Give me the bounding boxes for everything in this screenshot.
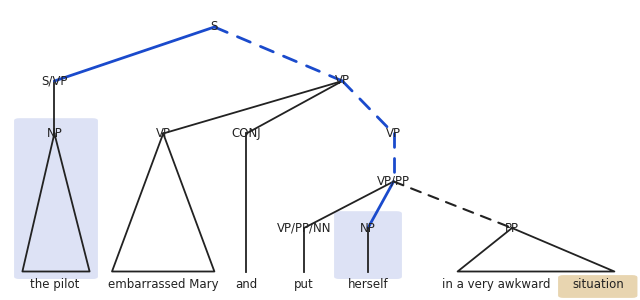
Text: S: S bbox=[211, 20, 218, 34]
Text: embarrassed Mary: embarrassed Mary bbox=[108, 278, 218, 291]
Text: NP: NP bbox=[360, 221, 376, 235]
Text: CONJ: CONJ bbox=[232, 127, 261, 140]
FancyBboxPatch shape bbox=[334, 211, 402, 279]
Text: and: and bbox=[236, 278, 257, 291]
Text: VP: VP bbox=[386, 127, 401, 140]
Text: VP/PP: VP/PP bbox=[377, 175, 410, 188]
FancyBboxPatch shape bbox=[558, 275, 637, 298]
FancyBboxPatch shape bbox=[14, 118, 98, 279]
Text: herself: herself bbox=[348, 278, 388, 291]
Text: situation: situation bbox=[573, 278, 624, 291]
Text: PP: PP bbox=[505, 221, 519, 235]
Text: VP: VP bbox=[335, 74, 350, 88]
Text: S/VP: S/VP bbox=[41, 74, 68, 88]
Text: NP: NP bbox=[47, 127, 62, 140]
Text: in a very awkward: in a very awkward bbox=[442, 278, 550, 291]
Text: VP/PP/NN: VP/PP/NN bbox=[276, 221, 332, 235]
Text: put: put bbox=[294, 278, 314, 291]
Text: the pilot: the pilot bbox=[29, 278, 79, 291]
Text: VP: VP bbox=[156, 127, 171, 140]
